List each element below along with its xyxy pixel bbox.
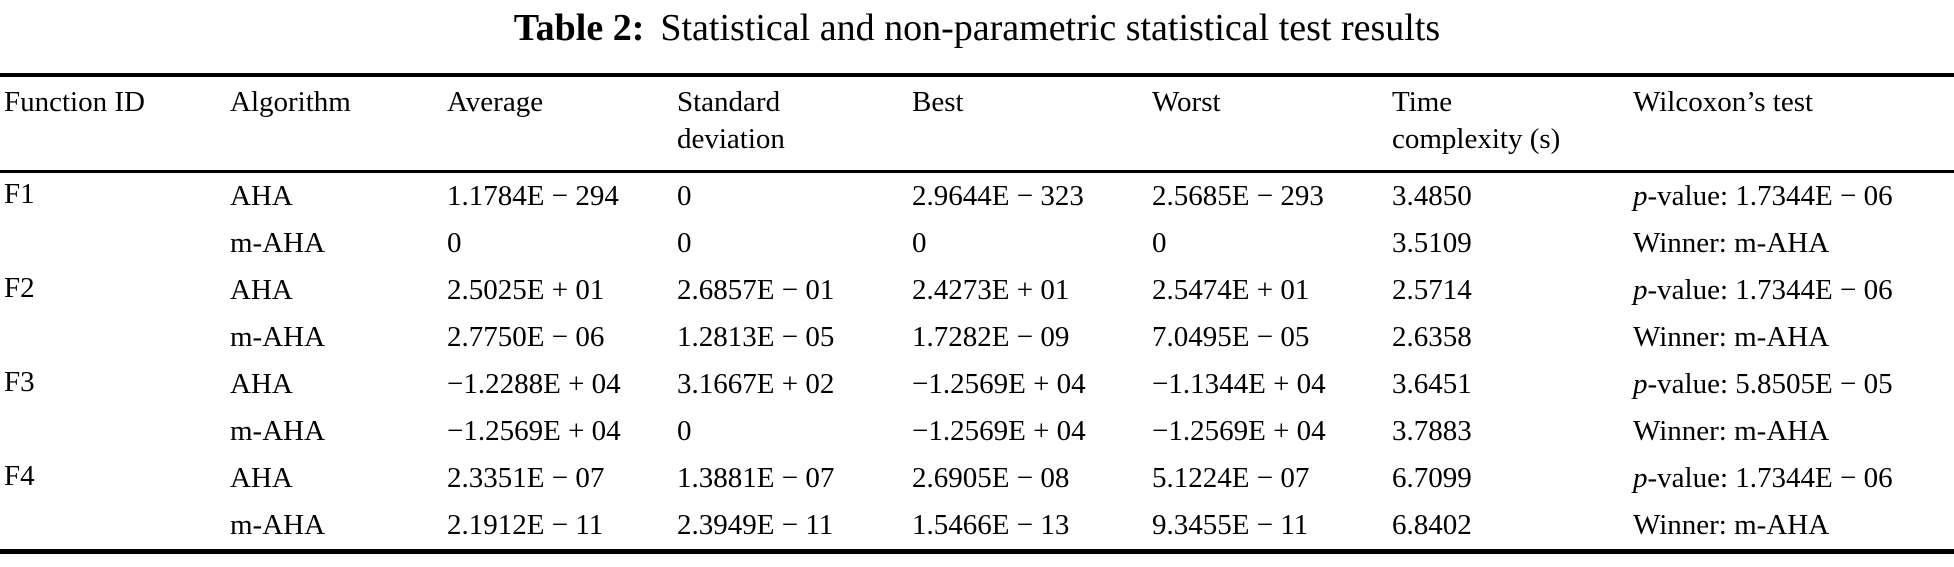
table-row: F2 AHA 2.5025E + 01 2.6857E − 01 2.4273E…	[0, 267, 1954, 314]
cell-wilcoxon-test: Winner: m-AHA	[1629, 502, 1954, 552]
cell-wilcoxon-test: p-value: 5.8505E − 05	[1629, 361, 1954, 408]
cell-standard-deviation: 3.1667E + 02	[677, 368, 835, 400]
cell-wilcoxon-test: p-value: 1.7344E − 06	[1629, 172, 1954, 221]
table-row: F3 AHA −1.2288E + 04 3.1667E + 02 −1.256…	[0, 361, 1954, 408]
cell-standard-deviation: 0	[677, 415, 692, 447]
cell-average: 1.1784E − 294	[447, 180, 619, 212]
cell-best: 2.4273E + 01	[912, 274, 1070, 306]
table-row: F4 AHA 2.3351E − 07 1.3881E − 07 2.6905E…	[0, 455, 1954, 502]
wilcoxon-value: Winner: m-AHA	[1633, 509, 1830, 541]
wilcoxon-value: -value: 1.7344E − 06	[1647, 462, 1893, 494]
cell-average: 0	[447, 227, 462, 259]
cell-algorithm: m-AHA	[230, 227, 326, 259]
cell-wilcoxon-test: Winner: m-AHA	[1629, 408, 1954, 455]
wilcoxon-value: -value: 5.8505E − 05	[1647, 368, 1893, 400]
cell-time-complexity: 3.6451	[1392, 368, 1472, 400]
header-algorithm: Algorithm	[230, 86, 351, 118]
cell-wilcoxon-test: p-value: 1.7344E − 06	[1629, 267, 1954, 314]
cell-algorithm: m-AHA	[230, 509, 326, 541]
table-row: m-AHA −1.2569E + 04 0 −1.2569E + 04 −1.2…	[0, 408, 1954, 455]
cell-algorithm: AHA	[230, 462, 293, 494]
header-best: Best	[912, 86, 964, 118]
cell-function-id: F2	[4, 272, 35, 304]
cell-best: 1.5466E − 13	[912, 509, 1070, 541]
cell-best: 0	[912, 227, 927, 259]
cell-standard-deviation: 2.3949E − 11	[677, 509, 834, 541]
header-function-id: Function ID	[4, 86, 145, 118]
cell-standard-deviation: 0	[677, 227, 692, 259]
table-row: m-AHA 2.1912E − 11 2.3949E − 11 1.5466E …	[0, 502, 1954, 552]
results-table: Function ID Algorithm Average Standard d…	[0, 73, 1954, 554]
table-row: m-AHA 0 0 0 0 3.5109 Winner: m-AHA	[0, 220, 1954, 267]
cell-time-complexity: 3.7883	[1392, 415, 1472, 447]
cell-standard-deviation: 2.6857E − 01	[677, 274, 835, 306]
table-caption: Table 2: Statistical and non-parametric s…	[0, 0, 1954, 52]
header-time-complexity: Time complexity (s)	[1392, 86, 1561, 155]
cell-average: 2.7750E − 06	[447, 321, 605, 353]
cell-time-complexity: 6.7099	[1392, 462, 1472, 494]
cell-time-complexity: 2.6358	[1392, 321, 1472, 353]
cell-time-complexity: 2.5714	[1392, 274, 1472, 306]
cell-worst: 9.3455E − 11	[1152, 509, 1309, 541]
wilcoxon-italic-p: p	[1633, 274, 1648, 306]
wilcoxon-value: Winner: m-AHA	[1633, 415, 1830, 447]
cell-wilcoxon-test: Winner: m-AHA	[1629, 314, 1954, 361]
header-wilcoxon-test: Wilcoxon’s test	[1633, 86, 1814, 118]
cell-time-complexity: 3.4850	[1392, 180, 1472, 212]
cell-time-complexity: 6.8402	[1392, 509, 1472, 541]
cell-best: 2.9644E − 323	[912, 180, 1084, 212]
cell-worst: 2.5685E − 293	[1152, 180, 1324, 212]
cell-function-id: F4	[4, 460, 35, 492]
cell-worst: 7.0495E − 05	[1152, 321, 1310, 353]
cell-standard-deviation: 0	[677, 180, 692, 212]
cell-standard-deviation: 1.3881E − 07	[677, 462, 835, 494]
cell-function-id: F3	[4, 366, 35, 398]
table-caption-text: Statistical and non-parametric statistic…	[660, 7, 1441, 49]
wilcoxon-value: -value: 1.7344E − 06	[1647, 180, 1893, 212]
header-row: Function ID Algorithm Average Standard d…	[0, 75, 1954, 172]
table-row: m-AHA 2.7750E − 06 1.2813E − 05 1.7282E …	[0, 314, 1954, 361]
cell-worst: −1.2569E + 04	[1152, 415, 1326, 447]
cell-average: 2.3351E − 07	[447, 462, 605, 494]
wilcoxon-value: Winner: m-AHA	[1633, 227, 1830, 259]
cell-average: −1.2288E + 04	[447, 368, 621, 400]
cell-wilcoxon-test: p-value: 1.7344E − 06	[1629, 455, 1954, 502]
cell-wilcoxon-test: Winner: m-AHA	[1629, 220, 1954, 267]
cell-best: −1.2569E + 04	[912, 415, 1086, 447]
wilcoxon-italic-p: p	[1633, 462, 1648, 494]
cell-best: −1.2569E + 04	[912, 368, 1086, 400]
wilcoxon-value: Winner: m-AHA	[1633, 321, 1830, 353]
cell-average: −1.2569E + 04	[447, 415, 621, 447]
cell-algorithm: m-AHA	[230, 415, 326, 447]
wilcoxon-italic-p: p	[1633, 180, 1648, 212]
cell-algorithm: m-AHA	[230, 321, 326, 353]
cell-algorithm: AHA	[230, 180, 293, 212]
cell-worst: 5.1224E − 07	[1152, 462, 1310, 494]
header-average: Average	[447, 86, 544, 118]
cell-algorithm: AHA	[230, 274, 293, 306]
cell-best: 1.7282E − 09	[912, 321, 1070, 353]
cell-worst: −1.1344E + 04	[1152, 368, 1326, 400]
cell-worst: 0	[1152, 227, 1167, 259]
header-worst: Worst	[1152, 86, 1221, 118]
cell-standard-deviation: 1.2813E − 05	[677, 321, 835, 353]
wilcoxon-value: -value: 1.7344E − 06	[1647, 274, 1893, 306]
cell-best: 2.6905E − 08	[912, 462, 1070, 494]
cell-average: 2.1912E − 11	[447, 509, 604, 541]
wilcoxon-italic-p: p	[1633, 368, 1648, 400]
table-row: F1 AHA 1.1784E − 294 0 2.9644E − 323 2.5…	[0, 172, 1954, 221]
cell-function-id: F1	[4, 178, 35, 210]
cell-time-complexity: 3.5109	[1392, 227, 1472, 259]
header-standard-deviation: Standard deviation	[677, 86, 785, 155]
cell-average: 2.5025E + 01	[447, 274, 605, 306]
cell-algorithm: AHA	[230, 368, 293, 400]
table-caption-label: Table 2:	[513, 7, 645, 49]
cell-worst: 2.5474E + 01	[1152, 274, 1310, 306]
